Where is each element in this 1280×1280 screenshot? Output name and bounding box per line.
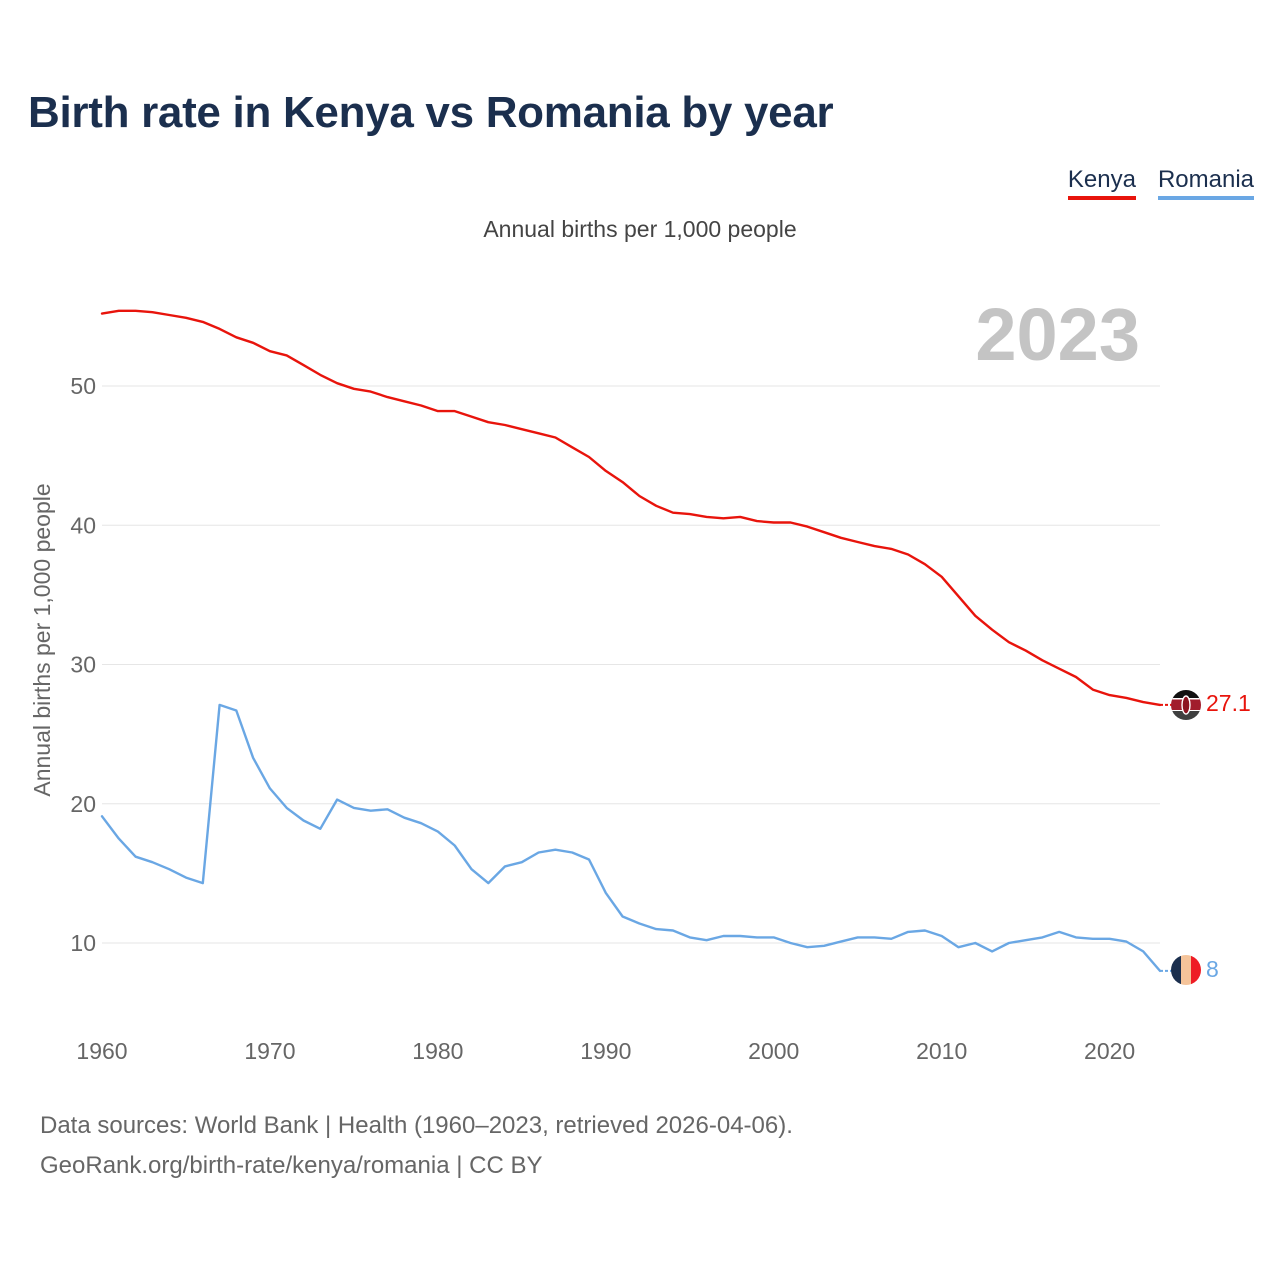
grid-lines xyxy=(102,385,1160,944)
y-tick-label: 30 xyxy=(70,652,96,678)
x-tick-label: 2020 xyxy=(1084,1038,1135,1064)
kenya-flag-icon xyxy=(1171,690,1201,720)
source-note: Data sources: World Bank | Health (1960–… xyxy=(40,1106,793,1186)
legend-item-romania[interactable]: Romania xyxy=(1157,166,1254,200)
x-tick-label: 1960 xyxy=(76,1038,127,1064)
series-line-kenya xyxy=(100,309,1162,707)
x-tick-label: 1980 xyxy=(412,1038,463,1064)
romania-end-label: 8 xyxy=(1206,956,1219,982)
chart-title: Birth rate in Kenya vs Romania by year xyxy=(28,88,834,137)
y-tick-label: 20 xyxy=(70,791,96,817)
line-chart: 2023 Annual births per 1,000 people 10 20… xyxy=(29,293,1251,1064)
x-tick-label: 2000 xyxy=(748,1038,799,1064)
legend-item-kenya[interactable]: Kenya xyxy=(1067,166,1136,200)
y-tick-label: 10 xyxy=(70,930,96,956)
y-tick-label: 50 xyxy=(70,373,96,399)
chart-subtitle: Annual births per 1,000 people xyxy=(483,216,797,242)
x-tick-label: 1990 xyxy=(580,1038,631,1064)
x-tick-label: 1970 xyxy=(244,1038,295,1064)
y-axis-label: Annual births per 1,000 people xyxy=(29,483,55,796)
series-line-romania xyxy=(100,703,1162,973)
year-watermark: 2023 xyxy=(975,293,1140,376)
y-tick-label: 40 xyxy=(70,512,96,538)
y-axis: 10 20 30 40 50 xyxy=(70,373,96,956)
x-tick-label: 2010 xyxy=(916,1038,967,1064)
x-axis: 1960 1970 1980 1990 2000 2010 2020 xyxy=(76,1038,1135,1064)
romania-flag-icon xyxy=(1171,955,1201,985)
legend: Kenya Romania xyxy=(1067,166,1254,200)
source-line-1: Data sources: World Bank | Health (1960–… xyxy=(40,1112,793,1139)
source-line-2: GeoRank.org/birth-rate/kenya/romania | C… xyxy=(40,1152,543,1179)
series xyxy=(100,309,1172,973)
kenya-end-label: 27.1 xyxy=(1206,690,1251,716)
